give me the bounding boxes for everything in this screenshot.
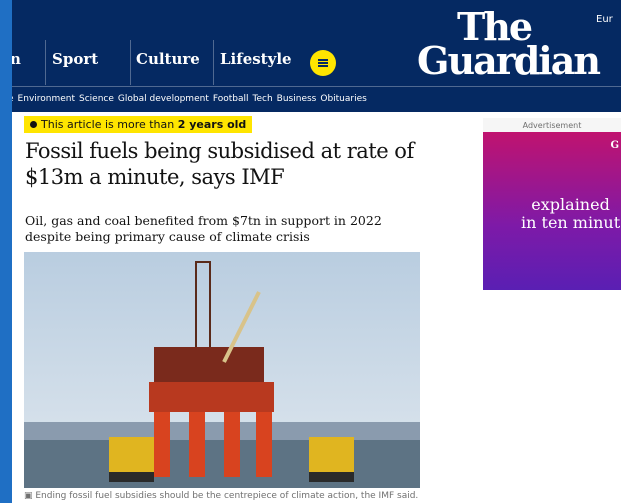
nav-link[interactable]: Lifestyle xyxy=(220,50,292,68)
caption-text: Ending fossil fuel subsidies should be t… xyxy=(35,491,419,501)
edition-switch[interactable]: Eur xyxy=(596,14,613,25)
sub-nav-link[interactable]: Obituaries xyxy=(320,94,367,104)
sub-nav-link[interactable]: Business xyxy=(276,94,317,104)
ad-text: in ten minut xyxy=(521,213,621,232)
badge-text: This article is more than xyxy=(41,118,178,131)
separator xyxy=(45,40,46,85)
logo[interactable]: The xyxy=(457,4,533,49)
sub-nav-link[interactable]: Global development xyxy=(117,94,209,104)
nav-link[interactable]: Culture xyxy=(136,50,200,68)
ad-logo: G xyxy=(610,140,619,151)
top-nav: n Sport Culture Lifestyle Eur The Guardi… xyxy=(12,0,621,112)
sub-nav-link[interactable]: e xyxy=(12,94,14,104)
sub-nav: eEnvironmentScienceGlobal developmentFoo… xyxy=(12,94,371,104)
nav-link[interactable]: Sport xyxy=(52,50,99,68)
separator xyxy=(130,40,131,85)
ad-label: Advertisement xyxy=(483,118,621,133)
logo[interactable]: Guardian xyxy=(417,38,601,83)
caption: ▣ Ending fossil fuel subsidies should be… xyxy=(24,491,419,501)
age-warning: This article is more than 2 years old xyxy=(24,116,253,133)
sub-nav-link[interactable]: Football xyxy=(212,94,249,104)
advertisement[interactable]: G explained in ten minut xyxy=(483,132,621,290)
badge-age: 2 years old xyxy=(177,118,247,131)
sub-nav-link[interactable]: Environment xyxy=(17,94,76,104)
nav-link[interactable]: n xyxy=(12,50,21,68)
headline: Fossil fuels being subsidised at rate of… xyxy=(25,139,414,189)
ad-text: explained xyxy=(531,195,610,214)
article-image xyxy=(24,252,420,488)
menu-button[interactable] xyxy=(310,50,336,76)
standfirst: Oil, gas and coal benefited from $7tn in… xyxy=(25,213,382,244)
page: n Sport Culture Lifestyle Eur The Guardi… xyxy=(12,0,621,503)
separator xyxy=(213,40,214,85)
sub-nav-link[interactable]: Tech xyxy=(252,94,273,104)
divider xyxy=(12,86,621,87)
sub-nav-link[interactable]: Science xyxy=(79,94,114,104)
